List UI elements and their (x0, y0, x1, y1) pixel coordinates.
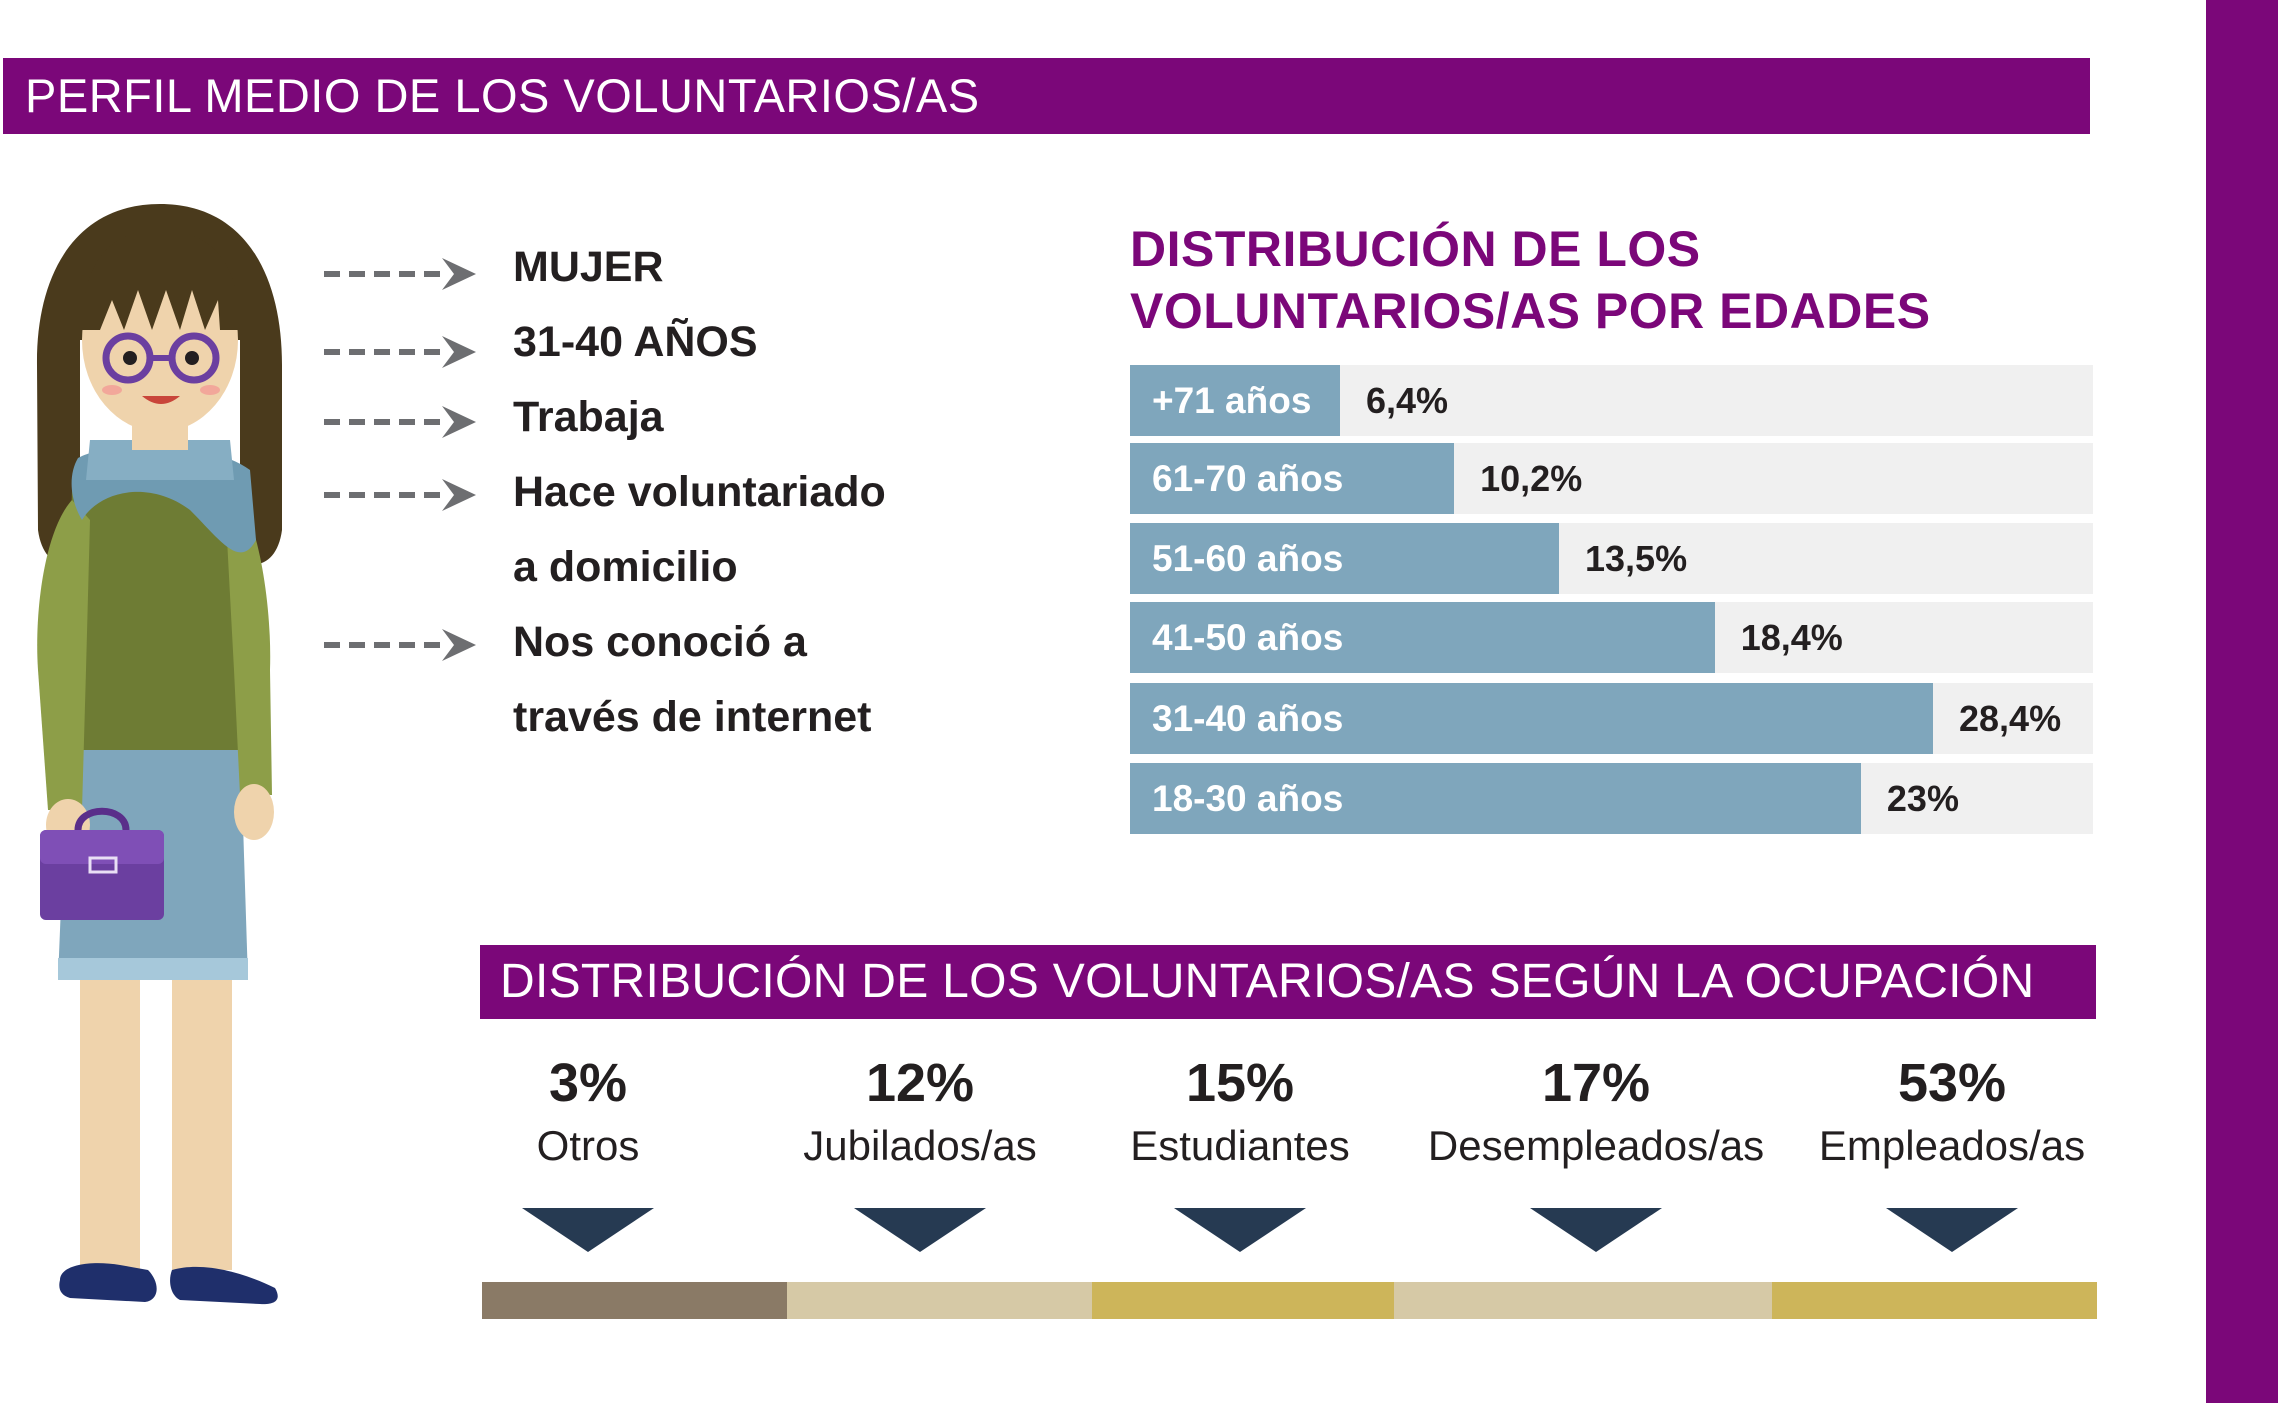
down-triangle-icon (1886, 1208, 2018, 1252)
age-bar (1130, 763, 1861, 834)
age-bar (1130, 365, 1340, 436)
age-bar-row: 51-60 años 13,5% (1130, 523, 2093, 594)
age-value-label: 28,4% (1959, 698, 2062, 739)
occupation-value-label: 15% (1185, 1053, 1295, 1113)
age-bar-row: 41-50 años 18,4% (1130, 602, 2093, 673)
occupation-item: 17% Desempleados/as (1416, 1050, 1776, 1174)
age-category-label: 61-70 años (1152, 458, 1344, 499)
down-triangle-icon (854, 1208, 986, 1252)
dashed-arrow-icon (324, 629, 476, 661)
occupation-segment (1772, 1282, 2097, 1319)
occupation-category-label: Desempleados/as (1427, 1122, 1765, 1169)
age-value-label: 6,4% (1366, 380, 1449, 421)
profile-source-line1: Nos conoció a (513, 618, 807, 666)
occupation-item: 53% Empleados/as (1772, 1050, 2132, 1174)
age-bar-row: 31-40 años 28,4% (1130, 683, 2093, 754)
age-bar-row: +71 años 6,4% (1130, 365, 2093, 436)
right-accent-band (2206, 0, 2278, 1403)
age-bar-row: 18-30 años 23% (1130, 763, 2093, 834)
profile-volunteer-line2: a domicilio (513, 543, 738, 591)
occupation-item: 15% Estudiantes (1060, 1050, 1420, 1174)
occupation-value-label: 12% (865, 1053, 975, 1113)
occupation-item: 12% Jubilados/as (740, 1050, 1100, 1174)
occupation-category-label: Jubilados/as (803, 1122, 1037, 1169)
dashed-arrow-icon (324, 336, 476, 368)
occupation-chart-title: DISTRIBUCIÓN DE LOS VOLUNTARIOS/AS SEGÚN… (480, 945, 2096, 1019)
occupation-value-label: 17% (1541, 1053, 1651, 1113)
page-title: PERFIL MEDIO DE LOS VOLUNTARIOS/AS (3, 58, 2090, 134)
down-triangle-icon (1174, 1208, 1306, 1252)
profile-source-line2: través de internet (513, 693, 872, 741)
age-value-label: 13,5% (1585, 538, 1688, 579)
age-value-label: 10,2% (1480, 458, 1583, 499)
profile-age: 31-40 AÑOS (513, 318, 758, 366)
occupation-segment (482, 1282, 787, 1319)
occupation-segment (787, 1282, 1092, 1319)
dashed-arrow-icon (324, 406, 476, 438)
occupation-segment (1394, 1282, 1772, 1319)
age-bar (1130, 443, 1455, 514)
age-bar-row: 61-70 años 10,2% (1130, 443, 2093, 514)
age-bar (1130, 602, 1715, 673)
age-bar-chart: +71 años 6,4% 61-70 años 10,2% 51-60 años 13,… (1130, 365, 2093, 837)
age-category-label: 51-60 años (1152, 538, 1344, 579)
profile-gender: MUJER (513, 243, 664, 291)
age-value-label: 23% (1886, 778, 1959, 819)
age-category-label: 41-50 años (1152, 617, 1344, 658)
occupation-value-label: 3% (548, 1053, 628, 1113)
age-category-label: 31-40 años (1152, 698, 1344, 739)
woman-illustration (36, 204, 282, 1305)
age-bar (1130, 683, 1933, 754)
age-category-label: +71 años (1152, 380, 1312, 421)
profile-work: Trabaja (513, 393, 664, 441)
down-triangle-icon (522, 1208, 654, 1252)
profile-volunteer-line1: Hace voluntariado (513, 468, 886, 516)
occupation-value-label: 53% (1897, 1053, 2007, 1113)
occupation-item: 3% Otros (408, 1050, 768, 1174)
occupation-category-label: Empleados/as (1818, 1122, 2086, 1169)
occupation-segment (1092, 1282, 1394, 1319)
age-chart-title: DISTRIBUCIÓN DE LOS VOLUNTARIOS/AS POR E… (1130, 221, 1931, 339)
age-bar (1130, 523, 1560, 594)
age-value-label: 18,4% (1740, 617, 1843, 658)
occupation-category-label: Estudiantes (1130, 1122, 1350, 1169)
down-triangle-icon (1530, 1208, 1662, 1252)
age-category-label: 18-30 años (1152, 778, 1344, 819)
dashed-arrow-icon (324, 479, 476, 511)
dashed-arrow-icon (324, 258, 476, 290)
occupation-category-label: Otros (536, 1122, 640, 1169)
